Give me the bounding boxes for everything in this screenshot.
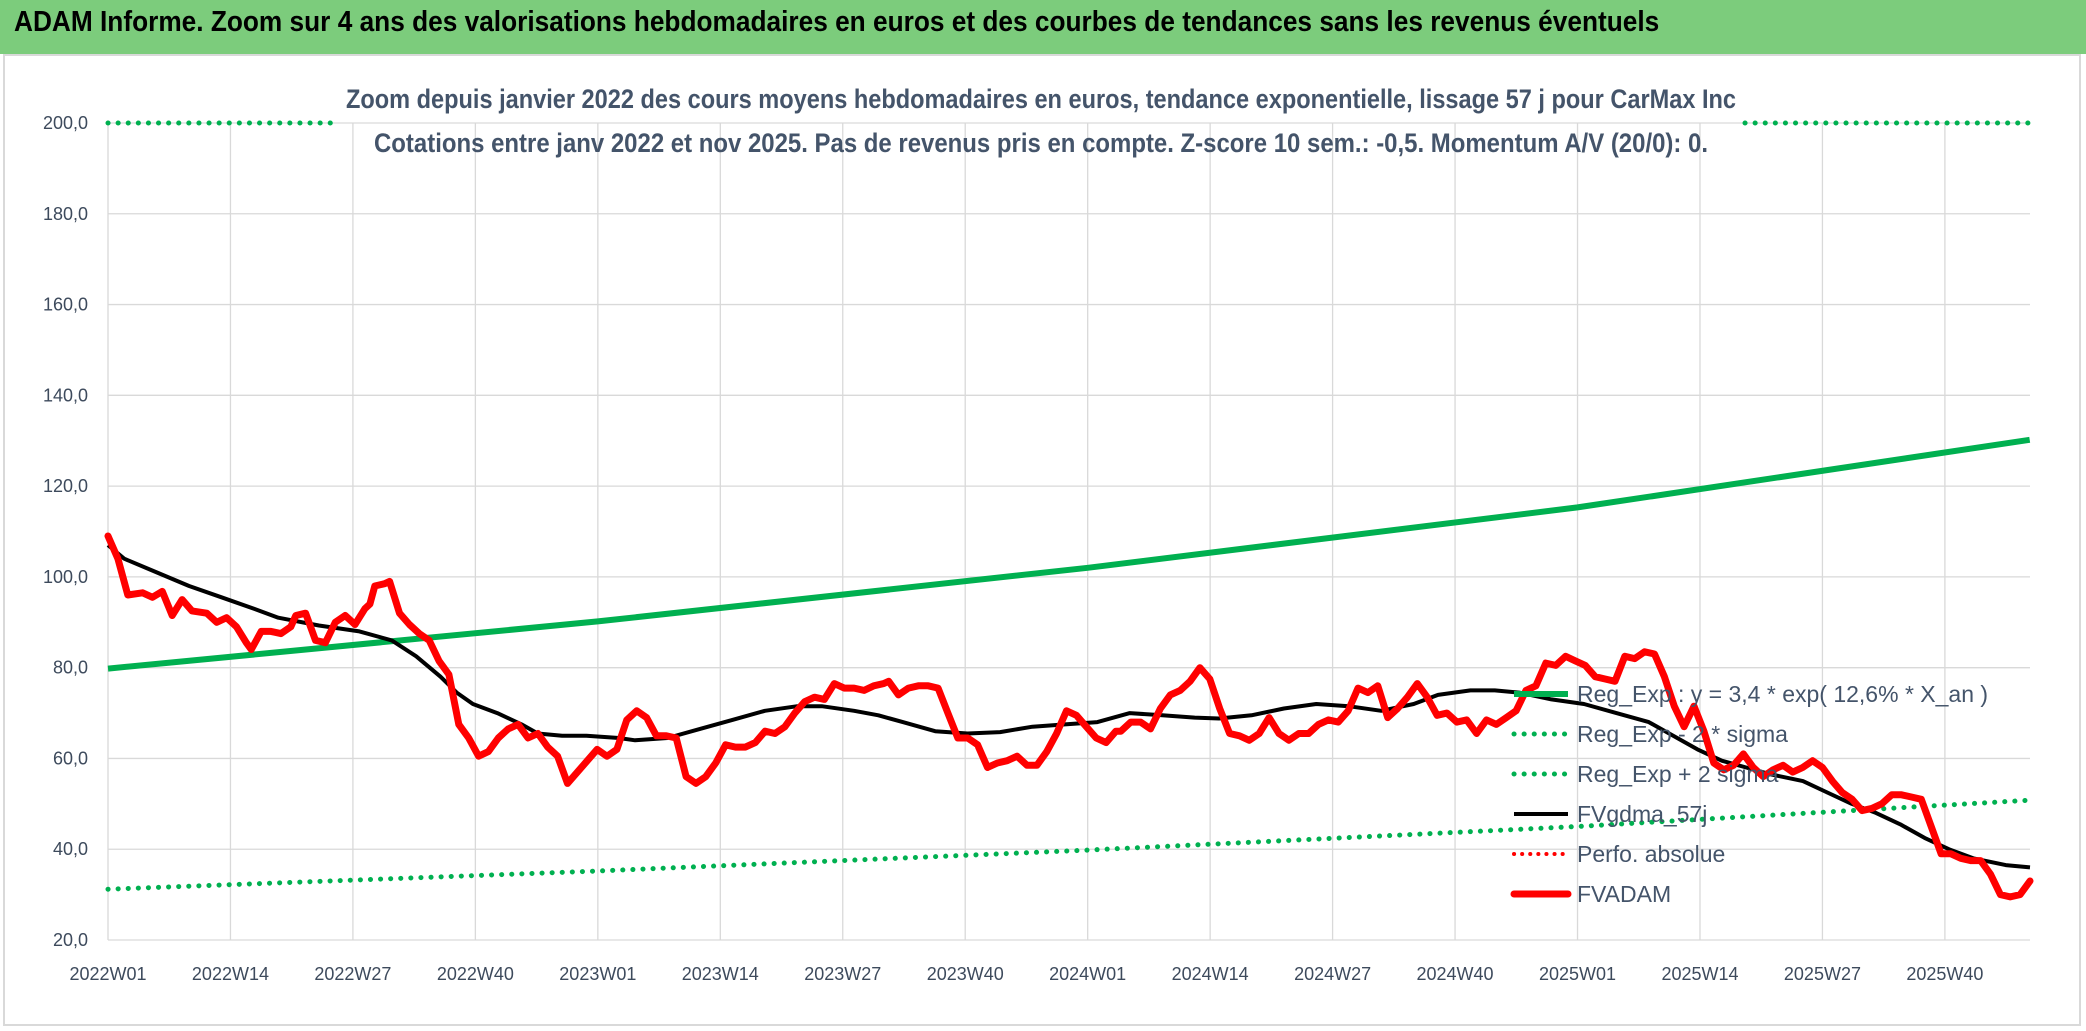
legend-label: FVADAM [1577,881,1671,907]
x-tick-label: 2022W01 [69,964,146,984]
y-tick-label: 20,0 [53,930,88,950]
x-tick-label: 2025W01 [1539,964,1616,984]
series-reg-exp-minus-2sigma [105,797,2033,892]
series-lines [104,120,2034,901]
x-tick-label: 2024W40 [1417,964,1494,984]
x-tick-label: 2025W14 [1661,964,1738,984]
y-tick-label: 40,0 [53,839,88,859]
x-tick-label: 2023W14 [682,964,759,984]
y-tick-label: 100,0 [43,567,88,587]
gridlines [107,122,2030,941]
series-fvadam [104,532,2034,901]
y-tick-label: 120,0 [43,476,88,496]
legend-label: Perfo. absolue [1577,841,1725,867]
x-tick-label: 2024W01 [1049,964,1126,984]
y-tick-label: 180,0 [43,204,88,224]
legend-label: FVgdma_57j [1577,801,1707,827]
legend-label: Reg_Exp + 2 sigma [1577,761,1779,787]
legend-label: Reg_Exp : y = 3,4 * exp( 12,6% * X_an ) [1577,681,1988,707]
page-title: ADAM Informe. Zoom sur 4 ans des valoris… [14,6,1660,38]
legend-label: Reg_Exp - 2 * sigma [1577,721,1788,747]
y-tick-label: 160,0 [43,295,88,315]
x-tick-label: 2024W14 [1172,964,1249,984]
title-banner: ADAM Informe. Zoom sur 4 ans des valoris… [0,0,2086,54]
y-tick-label: 200,0 [43,113,88,133]
x-tick-label: 2025W27 [1784,964,1861,984]
y-axis: 200,0 180,0 160,0 140,0 120,0 100,0 80,0 60,0 40… [43,113,88,950]
legend: Reg_Exp : y = 3,4 * exp( 12,6% * X_an ) R… [1510,681,1988,907]
x-tick-label: 2022W14 [192,964,269,984]
chart-title-line1: Zoom depuis janvier 2022 des cours moyen… [346,84,1736,114]
series-reg-exp [107,436,2031,672]
x-tick-label: 2023W27 [804,964,881,984]
x-tick-label: 2023W01 [559,964,636,984]
x-tick-label: 2024W27 [1294,964,1371,984]
x-tick-label: 2022W40 [437,964,514,984]
x-tick-label: 2023W40 [927,964,1004,984]
x-tick-label: 2025W40 [1906,964,1983,984]
y-tick-label: 140,0 [43,385,88,405]
y-tick-label: 80,0 [53,658,88,678]
x-axis: 2022W01 2022W14 2022W27 2022W40 2023W01 2023W… [69,964,1983,984]
chart-title-line2: Cotations entre janv 2022 et nov 2025. P… [374,128,1708,158]
y-tick-label: 60,0 [53,748,88,768]
x-tick-label: 2022W27 [314,964,391,984]
chart-frame [3,54,2081,1026]
